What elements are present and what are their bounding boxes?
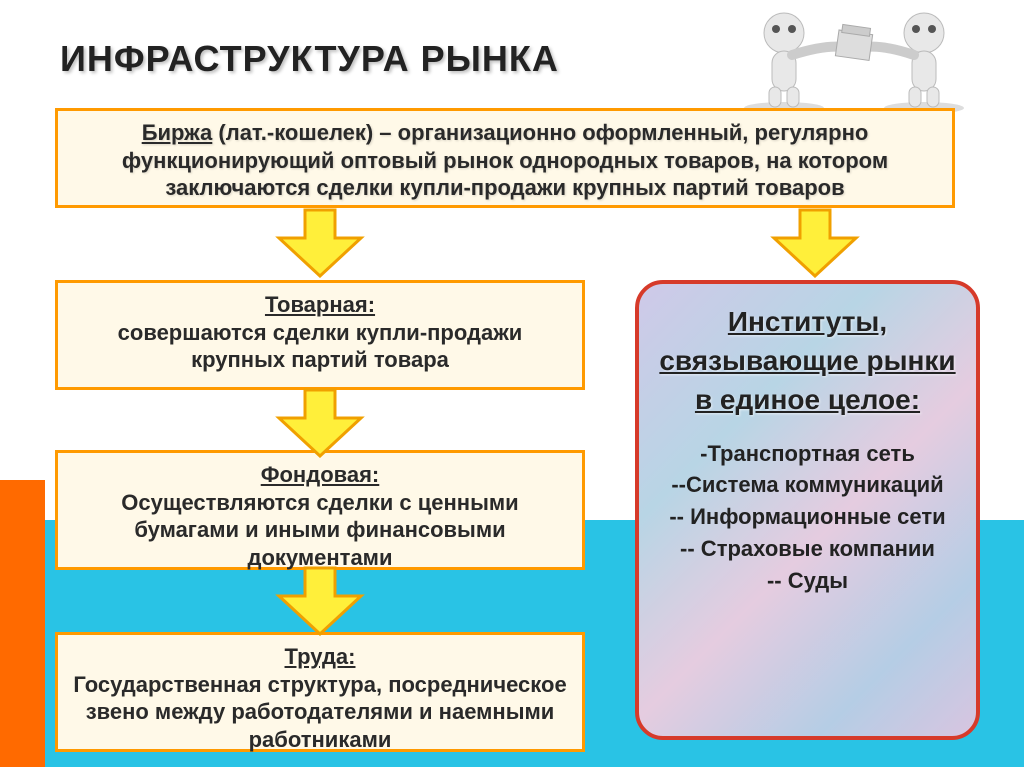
arrow-down-icon (275, 208, 365, 278)
box-heading: Товарная: (265, 292, 375, 317)
list-item: -- Информационные сети (653, 501, 962, 533)
definition-keyword: Биржа (142, 120, 213, 145)
list-item: --Система коммуникаций (653, 469, 962, 501)
box-tovarnaya: Товарная: совершаются сделки купли-прода… (55, 280, 585, 390)
list-item: -- Суды (653, 565, 962, 597)
box-truda: Труда: Государственная структура, посред… (55, 632, 585, 752)
list-item: -Транспортная сеть (653, 438, 962, 470)
box-body: совершаются сделки купли-продажи крупных… (118, 320, 523, 373)
box-heading: Фондовая: (261, 462, 380, 487)
arrow-down-icon (770, 208, 860, 278)
box-fondovaya: Фондовая: Осуществляются сделки с ценным… (55, 450, 585, 570)
box-heading: Труда: (285, 644, 356, 669)
definition-text: (лат.-кошелек) – организационно оформлен… (122, 120, 888, 200)
institutes-panel: Институты, связывающие рынки в единое це… (635, 280, 980, 740)
list-item: -- Страховые компании (653, 533, 962, 565)
box-body: Государственная структура, посредническо… (73, 672, 566, 752)
bg-stripe-orange (0, 480, 45, 767)
institutes-title: Институты, связывающие рынки в единое це… (653, 302, 962, 420)
handshake-figures-icon (714, 5, 994, 115)
page-title: ИНФРАСТРУКТУРА РЫНКА (60, 38, 559, 80)
institutes-list: -Транспортная сеть --Система коммуникаци… (653, 438, 962, 597)
arrow-down-icon (275, 566, 365, 636)
arrow-down-icon (275, 388, 365, 458)
box-body: Осуществляются сделки с ценными бумагами… (121, 490, 518, 570)
definition-box: Биржа (лат.-кошелек) – организационно оф… (55, 108, 955, 208)
